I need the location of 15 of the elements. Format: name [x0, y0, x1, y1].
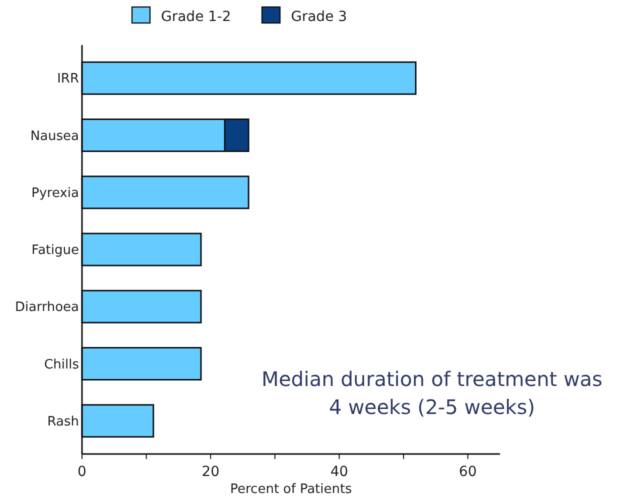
y-tick-label: Rash — [47, 414, 79, 430]
y-tick-label: Pyrexia — [31, 186, 79, 201]
x-axis-title: Percent of Patients — [230, 482, 352, 497]
y-tick-label: Nausea — [30, 128, 79, 144]
legend-label: Grade 3 — [291, 9, 348, 25]
x-tick-label: 60 — [458, 464, 477, 480]
y-tick-label: Diarrhoea — [15, 300, 79, 316]
x-tick-label: 20 — [202, 464, 220, 480]
y-tick-label: Fatigue — [32, 243, 79, 258]
y-tick-label: Chills — [44, 357, 80, 372]
annotation: Median duration of treatment was 4 weeks (2-5 weeks) — [262, 367, 602, 419]
y-tick-label: IRR — [57, 72, 79, 87]
legend-label: Grade 1-2 — [161, 9, 231, 25]
x-tick-label: 40 — [330, 464, 348, 480]
x-tick-label: 0 — [78, 464, 86, 480]
